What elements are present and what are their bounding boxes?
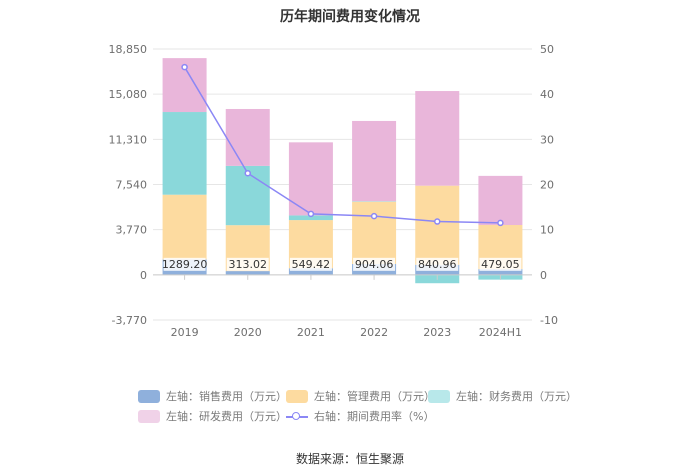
y-right-tick-label: 50 <box>540 43 554 56</box>
legend-item[interactable]: 左轴：销售费用（万元） <box>138 388 287 404</box>
y-left-tick-label: 7,540 <box>116 179 148 192</box>
data-label: 549.42 <box>292 258 331 271</box>
bar-segment <box>478 269 523 275</box>
bar-segment <box>288 215 333 221</box>
y-right-tick-label: 20 <box>540 179 554 192</box>
x-tick-label: 2023 <box>423 326 451 339</box>
grid-lines <box>153 48 532 321</box>
y-left-tick-label: 18,850 <box>109 43 148 56</box>
y-right-tick-label: 30 <box>540 133 554 146</box>
y-right-tick-label: -10 <box>540 314 558 327</box>
rate-line-series <box>181 63 504 227</box>
bar-segment <box>225 271 270 275</box>
x-tick-label: 2021 <box>297 326 325 339</box>
y-right-tick-label: 40 <box>540 88 554 101</box>
bar-segment <box>288 142 333 216</box>
legend-label: 左轴：财务费用（万元） <box>456 390 577 403</box>
bar-segment <box>288 268 333 275</box>
y-right-tick-label: 10 <box>540 224 554 237</box>
bar-segment <box>415 185 460 265</box>
data-label-bg <box>416 257 459 271</box>
data-label-bg <box>289 257 332 271</box>
bar-segment <box>162 112 207 195</box>
bar-segment <box>352 201 397 202</box>
data-label: 313.02 <box>229 258 268 271</box>
bar-segment <box>162 194 207 260</box>
data-source-note: 数据来源：恒生聚源 <box>295 452 404 466</box>
y-left-tick-label: 0 <box>140 269 147 282</box>
y-left-tick-label: 15,080 <box>109 88 148 101</box>
rate-point <box>370 212 378 220</box>
bar-segment <box>352 120 397 202</box>
y-right-tick-label: 0 <box>540 269 547 282</box>
legend-label: 左轴：管理费用（万元） <box>314 390 435 403</box>
legend-item[interactable]: 左轴：财务费用（万元） <box>428 388 577 404</box>
data-label-bg <box>353 257 396 271</box>
legend-swatch <box>286 410 308 423</box>
bar-series <box>162 58 523 284</box>
data-label: 479.05 <box>481 258 520 271</box>
legend-swatch <box>138 409 160 423</box>
legend-swatch <box>286 389 308 403</box>
legend-item[interactable]: 右轴：期间费用率（%） <box>286 408 434 424</box>
data-label-bg <box>226 257 269 271</box>
data-labels: 1289.20 313.02 549.42 904.06 840.96 479.05 <box>162 257 522 271</box>
bar-segment <box>415 91 460 186</box>
rate-point <box>497 219 504 227</box>
rate-point <box>307 210 315 218</box>
legend-label: 左轴：研发费用（万元） <box>166 410 287 423</box>
data-label-bg <box>163 257 206 271</box>
x-tick-label: 2019 <box>171 326 199 339</box>
bar-segment <box>225 108 270 166</box>
data-label: 1289.20 <box>162 258 208 271</box>
legend-item[interactable]: 左轴：管理费用（万元） <box>286 388 435 404</box>
chart-title: 历年期间费用变化情况 <box>280 9 420 25</box>
rate-line <box>183 66 501 224</box>
axes: 18,850 15,080 11,310 7,540 3,770 0 -3,770 50 40 3… <box>109 43 558 339</box>
legend-swatch <box>138 389 160 403</box>
legend-swatch <box>428 389 450 403</box>
y-left-tick-label: 11,310 <box>109 133 148 146</box>
rate-point <box>434 218 441 225</box>
y-left-tick-label: -3,770 <box>112 314 147 327</box>
rate-point <box>244 169 251 177</box>
bar-segment <box>478 175 523 226</box>
legend-label: 右轴：期间费用率（%） <box>314 410 435 423</box>
data-label-bg <box>479 257 522 271</box>
legend-item[interactable]: 左轴：研发费用（万元） <box>138 408 287 424</box>
data-label: 840.96 <box>418 258 457 271</box>
x-tick-label: 2022 <box>360 326 388 339</box>
bar-segment <box>352 201 397 265</box>
data-label: 904.06 <box>355 258 394 271</box>
legend-label: 左轴：销售费用（万元） <box>166 390 287 403</box>
y-left-tick-label: 3,770 <box>116 224 148 237</box>
x-tick-label: 2020 <box>234 326 262 339</box>
x-tick-label: 2024H1 <box>479 326 522 339</box>
rate-point <box>181 63 188 71</box>
